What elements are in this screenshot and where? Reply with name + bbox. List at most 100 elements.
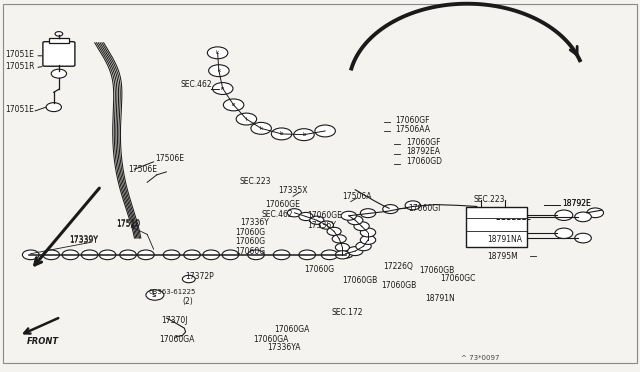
Text: 17051R: 17051R [5, 62, 35, 71]
Circle shape [354, 222, 369, 231]
Circle shape [338, 249, 353, 258]
Circle shape [575, 233, 591, 243]
Text: 17060G: 17060G [236, 237, 266, 246]
Text: 17051E: 17051E [5, 50, 34, 59]
Circle shape [348, 216, 363, 225]
Circle shape [383, 205, 398, 214]
Text: 17051E: 17051E [5, 105, 34, 114]
Circle shape [81, 250, 98, 260]
Circle shape [182, 275, 195, 283]
Circle shape [555, 210, 573, 221]
Text: 18791N: 18791N [426, 294, 455, 302]
Text: SEC.172: SEC.172 [332, 308, 363, 317]
Text: FRONT: FRONT [27, 337, 59, 346]
Text: 17510: 17510 [116, 219, 141, 228]
Text: 17060GB: 17060GB [419, 266, 454, 275]
Text: n: n [221, 86, 225, 91]
Text: 17336Y: 17336Y [240, 218, 269, 227]
Text: 17506E: 17506E [128, 165, 157, 174]
Circle shape [335, 251, 349, 259]
Text: 0B363-61225: 0B363-61225 [148, 289, 196, 295]
Text: 17060GE: 17060GE [266, 200, 300, 209]
Circle shape [62, 250, 79, 260]
Text: 17506E: 17506E [156, 154, 184, 163]
Circle shape [43, 250, 60, 260]
Circle shape [51, 69, 67, 78]
Circle shape [22, 250, 39, 260]
Bar [49, 38, 69, 43]
Circle shape [319, 221, 333, 229]
Text: 18791NA: 18791NA [488, 235, 523, 244]
Text: 17060GA: 17060GA [253, 335, 288, 344]
Text: 17506A: 17506A [342, 192, 372, 201]
Text: (2): (2) [182, 297, 193, 306]
Text: 17060G: 17060G [304, 265, 334, 274]
Text: 17060GF: 17060GF [396, 116, 430, 125]
Circle shape [99, 250, 116, 260]
Text: 17060GD: 17060GD [406, 157, 442, 166]
Circle shape [360, 235, 376, 244]
Circle shape [360, 209, 376, 218]
Text: b: b [280, 131, 284, 137]
Circle shape [55, 32, 63, 36]
Text: 17336Y: 17336Y [307, 221, 336, 230]
Text: 17370J: 17370J [161, 315, 188, 324]
Text: S: S [152, 293, 157, 298]
Text: k: k [216, 50, 220, 55]
Text: b: b [302, 132, 306, 137]
Circle shape [163, 250, 180, 260]
Text: 17060GA: 17060GA [159, 335, 194, 344]
Circle shape [271, 128, 292, 140]
Circle shape [236, 113, 257, 125]
Text: ^ 73*0097: ^ 73*0097 [461, 355, 499, 361]
Circle shape [120, 250, 136, 260]
Circle shape [575, 212, 591, 222]
Text: 18792EA: 18792EA [406, 147, 440, 156]
Text: 17336YA: 17336YA [268, 343, 301, 352]
Circle shape [184, 250, 200, 260]
Text: 17372P: 17372P [186, 272, 214, 281]
Circle shape [287, 209, 301, 217]
Text: 17060GE: 17060GE [307, 211, 342, 219]
Circle shape [46, 103, 61, 112]
Text: 17226Q: 17226Q [383, 262, 413, 270]
Circle shape [310, 216, 324, 224]
Text: k: k [217, 68, 221, 73]
Circle shape [207, 47, 228, 59]
Text: 17060GB: 17060GB [381, 281, 416, 290]
Circle shape [209, 65, 229, 77]
Text: 17060G: 17060G [236, 228, 266, 237]
Circle shape [348, 247, 363, 256]
Text: 17060GB: 17060GB [342, 276, 378, 285]
Circle shape [299, 250, 316, 260]
Text: SEC.462: SEC.462 [261, 209, 292, 218]
Circle shape [203, 250, 220, 260]
Text: 18792E: 18792E [562, 199, 591, 208]
Text: 17335X: 17335X [278, 186, 308, 195]
Circle shape [341, 211, 356, 220]
Circle shape [138, 250, 154, 260]
Circle shape [251, 122, 271, 134]
Text: SEC.462: SEC.462 [180, 80, 212, 89]
Text: 17060GI: 17060GI [408, 204, 441, 213]
Text: SEC.223: SEC.223 [240, 177, 271, 186]
Circle shape [405, 201, 420, 210]
Circle shape [327, 227, 341, 235]
Circle shape [299, 212, 313, 221]
Text: 17060G: 17060G [236, 247, 266, 256]
Circle shape [315, 125, 335, 137]
Circle shape [212, 83, 233, 94]
Text: 17339Y: 17339Y [69, 235, 98, 244]
Text: 17506AA: 17506AA [396, 125, 431, 134]
Text: SEC.223: SEC.223 [474, 195, 505, 203]
Circle shape [335, 243, 349, 251]
Circle shape [356, 242, 371, 251]
Circle shape [294, 129, 314, 141]
Text: n: n [232, 102, 236, 108]
Circle shape [222, 250, 239, 260]
Circle shape [273, 250, 290, 260]
Bar [466, 207, 527, 247]
Circle shape [332, 235, 346, 243]
Text: l: l [246, 116, 247, 122]
Circle shape [146, 290, 164, 300]
